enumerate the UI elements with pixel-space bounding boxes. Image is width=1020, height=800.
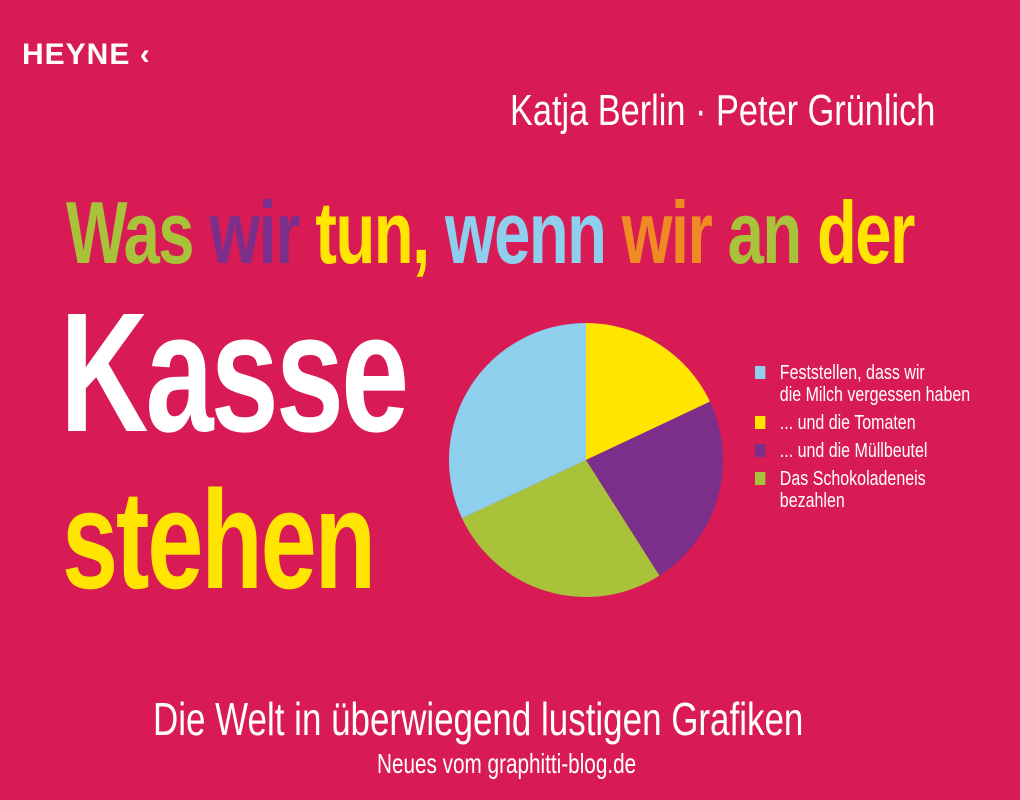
legend-swatch [755,416,766,429]
legend-swatch [755,472,766,485]
title-word: wir [209,183,300,282]
legend-label-line: Das Schokoladeneis [779,468,926,490]
pie-slice [586,401,723,576]
legend-label-line: ... und die Müllbeutel [779,440,928,462]
pie-slice [462,460,660,597]
legend-label-line: ... und die Tomaten [779,412,916,434]
pie-chart [449,323,723,597]
legend-swatch [755,444,766,457]
legend-label: Feststellen, dass wir die Milch vergessen… [780,362,970,406]
legend-item: ... und die Müllbeutel [755,440,995,462]
publisher-mark-icon: ‹ [139,38,151,71]
legend-label: ... und die Müllbeutel [780,440,928,462]
title-word: tun, [315,183,430,282]
legend-label-line: die Milch vergessen haben [779,384,971,406]
legend-label: Das Schokoladeneis bezahlen [780,468,926,512]
chart-legend: Feststellen, dass wir die Milch vergessen… [755,362,995,518]
title-stehen: stehen [62,461,376,618]
title-word: Was [66,183,195,282]
authors: Katja Berlin · Peter Grünlich [510,86,936,135]
legend-label: ... und die Tomaten [780,412,916,434]
blog-line: Neues vom graphitti-blog.de [377,748,637,779]
publisher-name: HEYNE [22,38,131,71]
title-word: wir [621,183,713,282]
pie-slice [449,323,586,519]
legend-label-line: bezahlen [779,490,845,512]
title-word: an [727,183,803,282]
legend-item: ... und die Tomaten [755,412,995,434]
legend-label-line: Feststellen, dass wir [779,362,925,384]
publisher-logo: HEYNE ‹ [22,38,151,72]
pie-slice [586,323,710,460]
title-word: wenn [444,183,607,282]
title-kasse: Kasse [60,278,409,468]
legend-item: Feststellen, dass wir die Milch vergessen… [755,362,995,406]
title-word: der [817,183,915,282]
legend-swatch [755,366,766,379]
title-line: Was wir tun, wenn wir an der [66,182,930,284]
legend-item: Das Schokoladeneis bezahlen [755,468,995,512]
subtitle: Die Welt in überwiegend lustigen Grafike… [153,693,804,745]
